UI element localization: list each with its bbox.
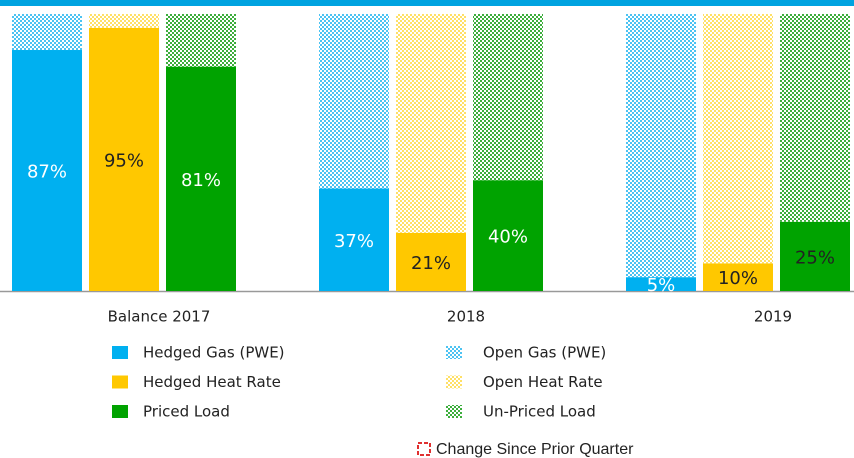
legend-swatch xyxy=(112,375,128,389)
top-band xyxy=(0,0,854,6)
legend-label: Priced Load xyxy=(143,403,230,421)
bar-segment xyxy=(89,14,159,28)
bar-segment xyxy=(319,188,389,291)
legend-swatch xyxy=(112,405,128,418)
legend-label: Un-Priced Load xyxy=(483,403,596,421)
legend-swatch xyxy=(446,346,462,359)
bar-segment xyxy=(319,14,389,189)
value-label: 10% xyxy=(718,268,758,289)
bar-segment xyxy=(166,66,236,291)
bar-segment xyxy=(12,14,82,51)
x-tick-label: Balance 2017 xyxy=(108,308,211,326)
legend-label: Open Heat Rate xyxy=(483,373,603,391)
legend-swatch xyxy=(446,405,462,418)
value-label: 37% xyxy=(334,231,374,252)
bar-segment xyxy=(473,180,543,291)
value-label: 25% xyxy=(795,247,835,268)
bar-segment xyxy=(703,14,773,264)
value-label: 21% xyxy=(411,253,451,274)
bar-segment xyxy=(396,14,466,233)
bar-segment xyxy=(626,14,696,278)
value-label: 5% xyxy=(647,275,676,296)
legend-label: Hedged Gas (PWE) xyxy=(143,344,285,362)
footnote-icon xyxy=(417,442,431,456)
legend-swatch xyxy=(446,375,462,389)
footnote: Change Since Prior Quarter xyxy=(436,441,634,458)
x-tick-label: 2018 xyxy=(447,308,485,326)
legend-swatch xyxy=(112,346,128,359)
value-label: 81% xyxy=(181,170,221,191)
legend-label: Open Gas (PWE) xyxy=(483,344,606,362)
value-label: 40% xyxy=(488,227,528,248)
bar-segment xyxy=(89,27,159,291)
bar-segment xyxy=(626,277,696,291)
bar-segment xyxy=(473,14,543,181)
bar-segment xyxy=(12,50,82,292)
legend-label: Hedged Heat Rate xyxy=(143,373,281,391)
value-label: 95% xyxy=(104,150,144,171)
bar-segment xyxy=(780,221,850,291)
bar-segment xyxy=(396,232,466,291)
value-label: 87% xyxy=(27,162,67,183)
x-tick-label: 2019 xyxy=(754,308,792,326)
bar-segment xyxy=(166,14,236,67)
bar-segment xyxy=(780,14,850,222)
bar-segment xyxy=(703,263,773,291)
